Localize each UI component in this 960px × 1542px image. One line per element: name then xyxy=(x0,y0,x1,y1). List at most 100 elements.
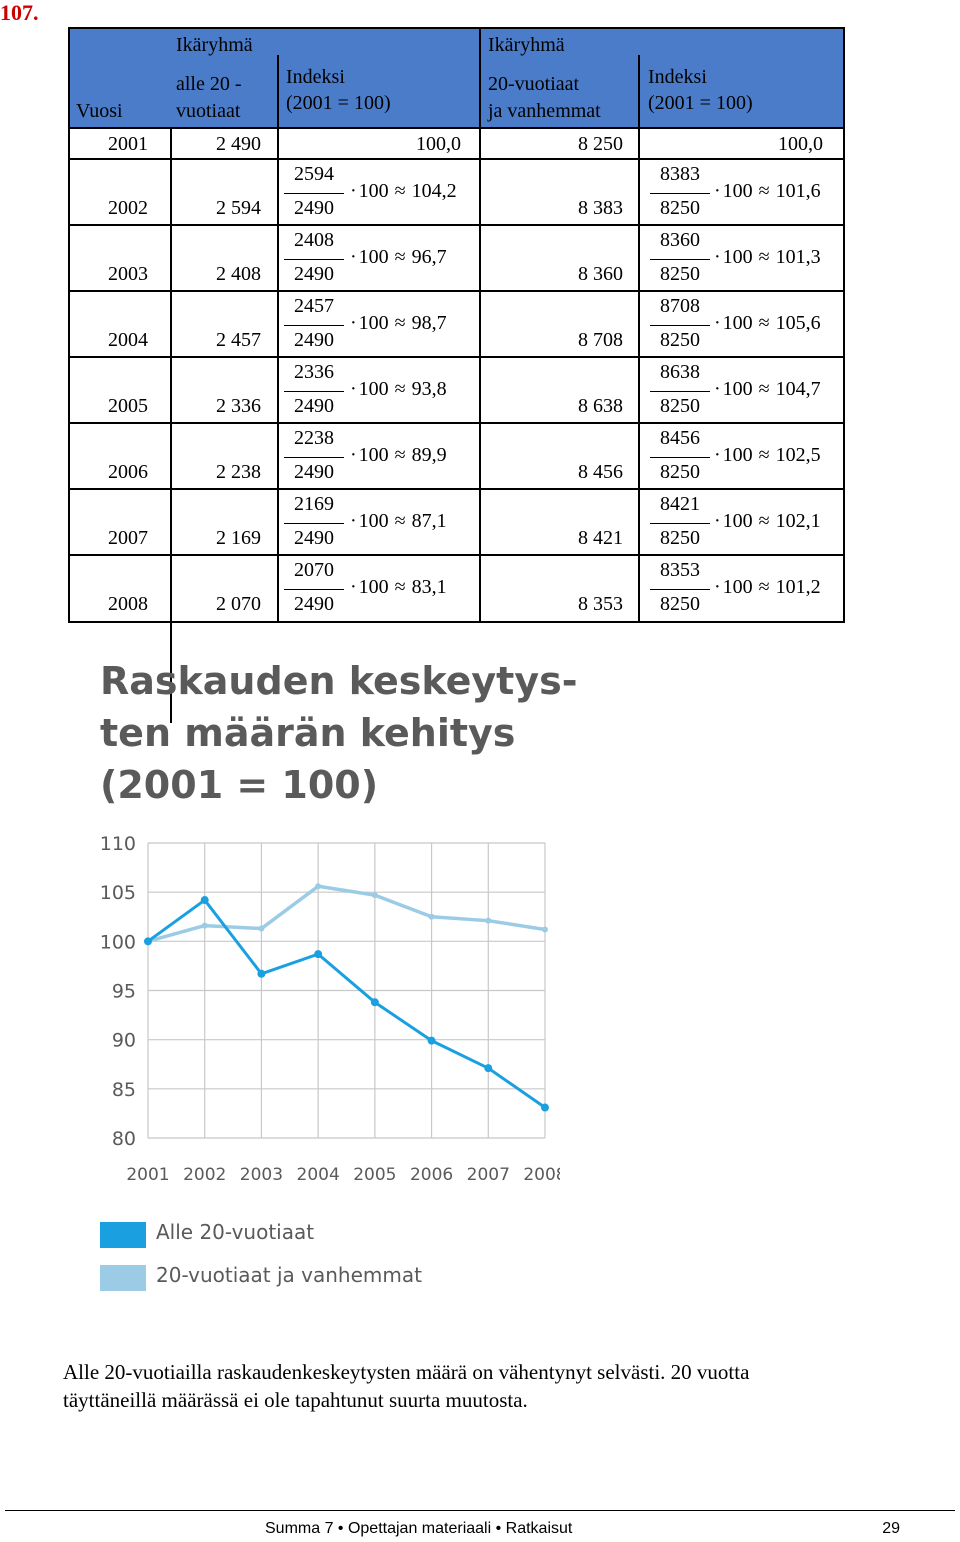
approx-symbol: ≈ xyxy=(394,576,406,598)
footer-divider xyxy=(5,1510,955,1511)
index-expression-2: · 100 ≈105,6 xyxy=(714,312,821,334)
fraction-2-numerator: 8638 xyxy=(660,361,700,383)
fraction-2-numerator: 8353 xyxy=(660,559,700,581)
row-count1: 2 594 xyxy=(216,197,261,219)
approx-symbol: ≈ xyxy=(758,246,770,268)
x-tick-label: 2001 xyxy=(126,1165,169,1185)
x-tick-label: 2004 xyxy=(297,1165,340,1185)
index-table: Vuosi Ikäryhmä alle 20 - vuotiaat Indeks… xyxy=(68,27,845,723)
header-group2-sub2: ja vanhemmat xyxy=(488,100,601,122)
dot-operator: · xyxy=(350,312,357,334)
row-count2: 8 638 xyxy=(578,395,623,417)
multiplier: 100 xyxy=(358,180,389,202)
index-result-1: 83,1 xyxy=(411,576,447,598)
approx-symbol: ≈ xyxy=(394,510,406,532)
fraction-bar xyxy=(284,391,344,392)
series-1-point xyxy=(427,1036,436,1045)
row-year: 2005 xyxy=(108,395,148,417)
multiplier: 100 xyxy=(722,444,753,466)
dot-operator: · xyxy=(350,246,357,268)
x-tick-label: 2006 xyxy=(410,1165,453,1185)
y-tick-label: 90 xyxy=(112,1030,136,1052)
conclusion-line-1: Alle 20-vuotiailla raskaudenkeskeytysten… xyxy=(63,1360,750,1384)
series-1-point xyxy=(200,896,209,905)
fraction-2-denominator: 8250 xyxy=(660,395,700,417)
fraction-bar xyxy=(284,193,344,194)
row-2001-count2: 8 250 xyxy=(578,133,623,155)
fraction-2-numerator: 8456 xyxy=(660,427,700,449)
header-index2-line1: Indeksi xyxy=(648,66,707,88)
y-tick-label: 110 xyxy=(100,833,136,855)
chart-title: Raskauden keskeytys- ten määrän kehitys … xyxy=(100,655,580,811)
legend-label-1: Alle 20-vuotiaat xyxy=(156,1220,315,1244)
legend-swatch-2 xyxy=(100,1265,146,1291)
approx-symbol: ≈ xyxy=(394,246,406,268)
row-year: 2006 xyxy=(108,461,148,483)
fraction-1-denominator: 2490 xyxy=(294,527,334,549)
multiplier: 100 xyxy=(358,444,389,466)
dot-operator: · xyxy=(350,576,357,598)
conclusion-text: Alle 20-vuotiailla raskaudenkeskeytysten… xyxy=(63,1358,923,1414)
index-expression-1: · 100 ≈89,9 xyxy=(350,444,447,466)
line-chart: 110 105 100 95 90 85 80 2001 2002 2003 2004 2005 200… xyxy=(100,833,560,1185)
fraction-bar xyxy=(284,523,344,524)
series-2-point xyxy=(542,926,548,933)
chart-title-line-1: Raskauden keskeytys- xyxy=(100,659,578,703)
row-2001-year: 2001 xyxy=(108,133,148,155)
fraction-2-numerator: 8708 xyxy=(660,295,700,317)
fraction-2-numerator: 8421 xyxy=(660,493,700,515)
series-1-point xyxy=(370,998,379,1007)
row-count2: 8 383 xyxy=(578,197,623,219)
index-expression-2: · 100 ≈101,2 xyxy=(714,576,821,598)
row-2001-index2: 100,0 xyxy=(778,133,823,155)
fraction-1-numerator: 2169 xyxy=(294,493,334,515)
series-2-point xyxy=(485,917,492,924)
dot-operator: · xyxy=(350,378,357,400)
fraction-1-numerator: 2408 xyxy=(294,229,334,251)
fraction-bar xyxy=(650,457,710,458)
approx-symbol: ≈ xyxy=(758,510,770,532)
fraction-1-numerator: 2238 xyxy=(294,427,334,449)
row-2001-count1: 2 490 xyxy=(216,133,261,155)
index-result-1: 98,7 xyxy=(411,312,447,334)
table-header-background xyxy=(68,27,845,127)
approx-symbol: ≈ xyxy=(758,378,770,400)
index-result-1: 89,9 xyxy=(411,444,447,466)
approx-symbol: ≈ xyxy=(758,444,770,466)
dot-operator: · xyxy=(350,180,357,202)
fraction-bar xyxy=(284,259,344,260)
row-count1: 2 169 xyxy=(216,527,261,549)
x-tick-label: 2002 xyxy=(183,1165,226,1185)
row-count2: 8 421 xyxy=(578,527,623,549)
series-1-point xyxy=(484,1064,493,1073)
fraction-bar xyxy=(284,325,344,326)
chart-title-line-3: (2001 = 100) xyxy=(100,763,379,807)
index-result-2: 102,5 xyxy=(775,444,821,466)
dot-operator: · xyxy=(714,510,721,532)
fraction-1-denominator: 2490 xyxy=(294,329,334,351)
y-tick-label: 80 xyxy=(112,1128,136,1150)
x-tick-label: 2008 xyxy=(523,1165,560,1185)
series-1-point xyxy=(257,969,266,978)
row-year: 2003 xyxy=(108,263,148,285)
row-year: 2008 xyxy=(108,593,148,615)
index-result-1: 93,8 xyxy=(411,378,447,400)
dot-operator: · xyxy=(350,510,357,532)
fraction-1-denominator: 2490 xyxy=(294,197,334,219)
approx-symbol: ≈ xyxy=(394,444,406,466)
approx-symbol: ≈ xyxy=(394,312,406,334)
row-count1: 2 238 xyxy=(216,461,261,483)
row-count2: 8 353 xyxy=(578,593,623,615)
row-count1: 2 070 xyxy=(216,593,261,615)
x-tick-label: 2007 xyxy=(467,1165,510,1185)
row-count2: 8 456 xyxy=(578,461,623,483)
index-result-1: 96,7 xyxy=(411,246,447,268)
dot-operator: · xyxy=(714,246,721,268)
fraction-bar xyxy=(650,259,710,260)
legend-swatch-1 xyxy=(100,1222,146,1248)
fraction-bar xyxy=(284,589,344,590)
index-expression-1: · 100 ≈98,7 xyxy=(350,312,447,334)
series-2-point xyxy=(371,892,378,899)
conclusion-line-2: täyttäneillä määrässä ei ole tapahtunut … xyxy=(63,1388,528,1412)
index-result-1: 87,1 xyxy=(411,510,447,532)
